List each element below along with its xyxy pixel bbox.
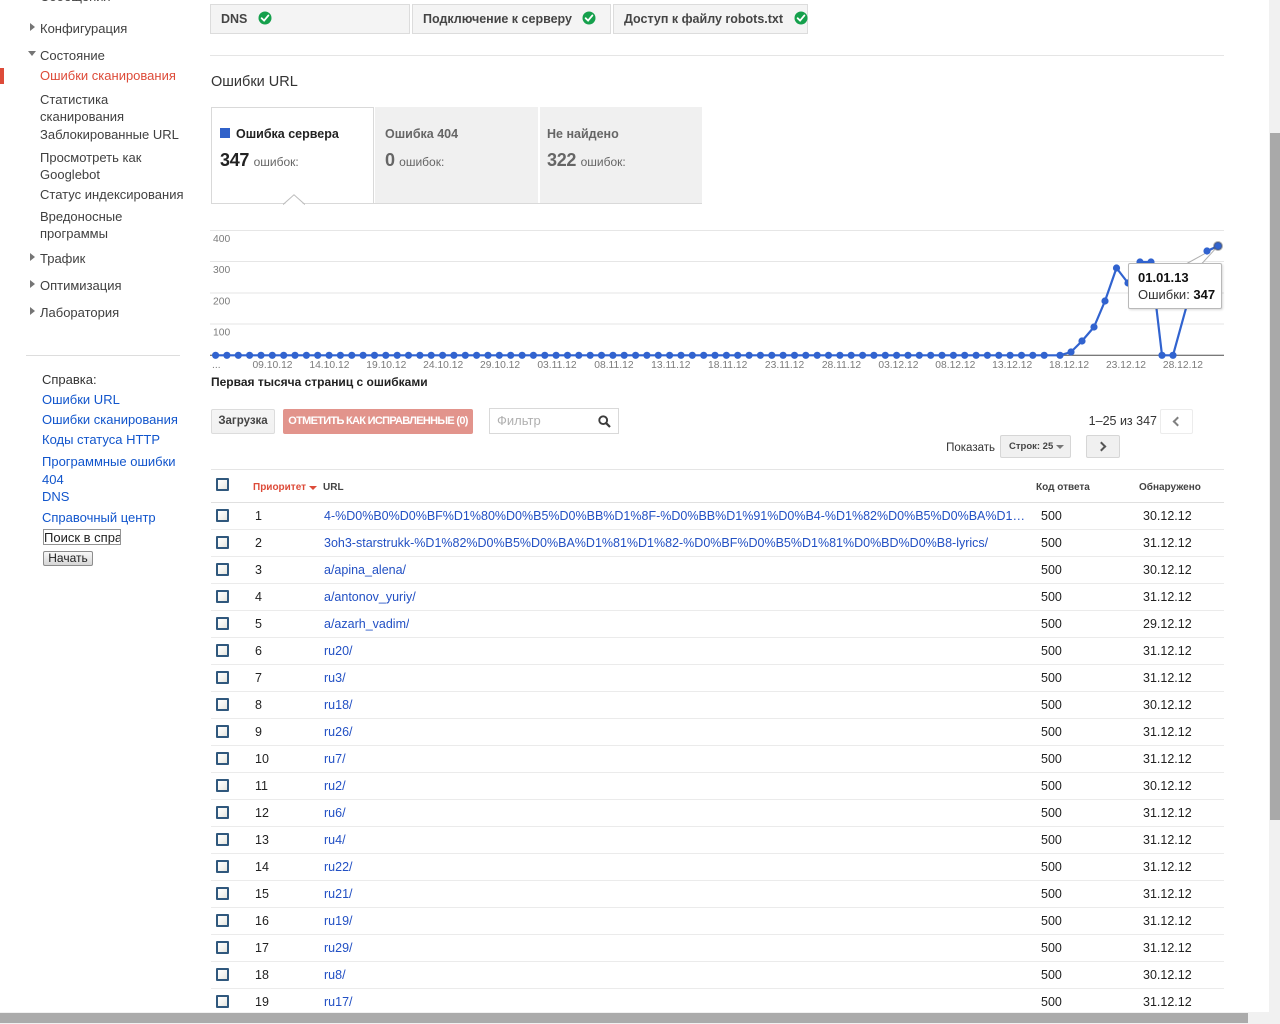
svg-text:13.12.12: 13.12.12: [992, 360, 1032, 371]
svg-text:28.11.12: 28.11.12: [822, 360, 862, 371]
svg-text:200: 200: [213, 297, 230, 308]
svg-text:23.12.12: 23.12.12: [1106, 360, 1146, 371]
svg-text:03.12.12: 03.12.12: [878, 360, 918, 371]
svg-text:08.12.12: 08.12.12: [935, 360, 975, 371]
svg-text:13.11.12: 13.11.12: [651, 360, 691, 371]
svg-text:28.12.12: 28.12.12: [1163, 360, 1203, 371]
svg-text:18.11.12: 18.11.12: [708, 360, 748, 371]
svg-text:...: ...: [212, 360, 221, 371]
svg-text:300: 300: [213, 265, 230, 276]
svg-text:09.10.12: 09.10.12: [252, 360, 292, 371]
svg-text:19.10.12: 19.10.12: [366, 360, 406, 371]
svg-text:24.10.12: 24.10.12: [423, 360, 463, 371]
svg-text:18.12.12: 18.12.12: [1049, 360, 1089, 371]
svg-text:03.11.12: 03.11.12: [537, 360, 577, 371]
svg-text:29.10.12: 29.10.12: [480, 360, 520, 371]
svg-text:14.10.12: 14.10.12: [309, 360, 349, 371]
svg-text:23.11.12: 23.11.12: [765, 360, 805, 371]
svg-text:100: 100: [213, 328, 230, 339]
svg-text:08.11.12: 08.11.12: [594, 360, 634, 371]
svg-text:400: 400: [213, 234, 230, 245]
